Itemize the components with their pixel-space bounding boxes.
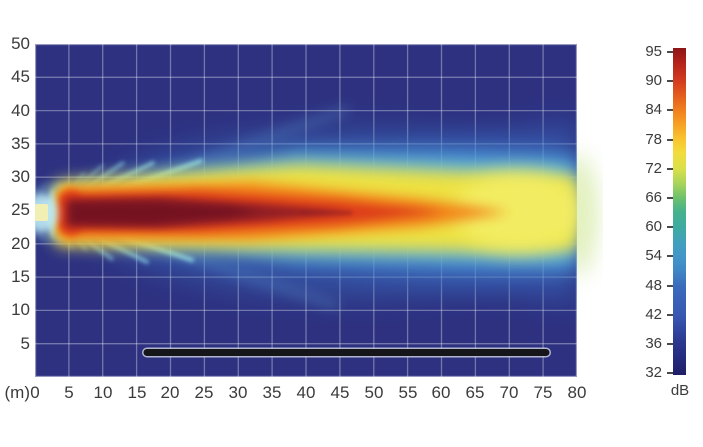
colorbar-tick-mark — [667, 372, 673, 374]
y-tick-label: 5 — [20, 334, 30, 353]
colorbar-tick-mark — [667, 285, 673, 287]
colorbar-tick-mark — [667, 168, 673, 170]
y-tick-label: 35 — [11, 134, 30, 153]
x-tick-label: 75 — [533, 383, 553, 402]
colorbar-tick-mark — [667, 314, 673, 316]
colorbar-tick-label: 42 — [645, 306, 662, 323]
colorbar-tick-label: 54 — [645, 247, 662, 264]
x-tick-label: 80 — [567, 383, 587, 402]
x-tick-label: 20 — [160, 383, 180, 402]
x-tick-label: 50 — [364, 383, 384, 402]
y-tick-label: 45 — [11, 67, 30, 86]
colorbar-tick: 84 — [630, 100, 674, 120]
colorbar-tick: 32 — [630, 363, 674, 383]
colorbar-tick-label: 72 — [645, 160, 662, 177]
colorbar-tick: 60 — [630, 217, 674, 237]
y-tick-label: 20 — [11, 234, 30, 253]
x-tick-label: 35 — [262, 383, 282, 402]
colorbar-tick-mark — [667, 255, 673, 257]
beam-yellow-cap — [455, 172, 577, 252]
right-glow-inner — [577, 173, 590, 253]
colorbar-tick-label: 66 — [645, 189, 662, 206]
beam-field-layer — [35, 44, 577, 377]
colorbar-tick-mark — [667, 139, 673, 141]
colorbar-tick-label: 84 — [645, 101, 662, 118]
beam-core-dark-streak — [70, 202, 260, 224]
x-tick-label: 40 — [296, 383, 316, 402]
y-tick-label: 25 — [11, 200, 30, 219]
colorbar-tick: 90 — [630, 71, 674, 91]
x-tick-label: 65 — [465, 383, 485, 402]
right-edge-glow — [577, 44, 603, 377]
colorbar-tick-label: 95 — [645, 43, 662, 60]
colorbar-tick: 48 — [630, 276, 674, 296]
colorbar-tick-label: 36 — [645, 335, 662, 352]
x-tick-label: 45 — [330, 383, 350, 402]
colorbar-tick-mark — [667, 51, 673, 53]
colorbar-tick: 95 — [630, 42, 674, 62]
colorbar-tick-mark — [667, 80, 673, 82]
x-tick-label: 15 — [127, 383, 147, 402]
colorbar-tick-mark — [667, 226, 673, 228]
colorbar-tick-label: 78 — [645, 131, 662, 148]
colorbar-tick: 36 — [630, 334, 674, 354]
colorbar-tick: 78 — [630, 130, 674, 150]
x-tick-label: 25 — [194, 383, 214, 402]
colorbar-tick-label: 60 — [645, 218, 662, 235]
y-tick-label: 50 — [11, 34, 30, 53]
x-tick-label: 0 — [30, 383, 40, 402]
colorbar-tick-mark — [667, 109, 673, 111]
y-tick-label: 30 — [11, 167, 30, 186]
x-tick-label: 70 — [499, 383, 519, 402]
colorbar-tick-label: 90 — [645, 72, 662, 89]
colorbar-tick: 42 — [630, 305, 674, 325]
colorbar-tick: 54 — [630, 246, 674, 266]
x-tick-label: 55 — [398, 383, 418, 402]
y-tick-label: 15 — [11, 267, 30, 286]
colorbar-unit-label: dB — [670, 382, 690, 399]
colorbar — [673, 48, 686, 375]
colorbar-tick: 72 — [630, 159, 674, 179]
y-tick-label: 10 — [11, 300, 30, 319]
colorbar-tick-mark — [667, 197, 673, 199]
axis-unit-label: (m) — [4, 383, 30, 402]
colorbar-tick: 66 — [630, 188, 674, 208]
colorbar-tick-label: 32 — [645, 364, 662, 381]
source-marker — [35, 204, 48, 221]
x-tick-label: 5 — [64, 383, 74, 402]
colorbar-tick-mark — [667, 343, 673, 345]
y-tick-label: 40 — [11, 101, 30, 120]
colorbar-tick-label: 48 — [645, 277, 662, 294]
x-tick-label: 30 — [228, 383, 248, 402]
beam-core-spike — [299, 211, 353, 215]
x-tick-label: 10 — [93, 383, 113, 402]
x-tick-label: 60 — [431, 383, 451, 402]
